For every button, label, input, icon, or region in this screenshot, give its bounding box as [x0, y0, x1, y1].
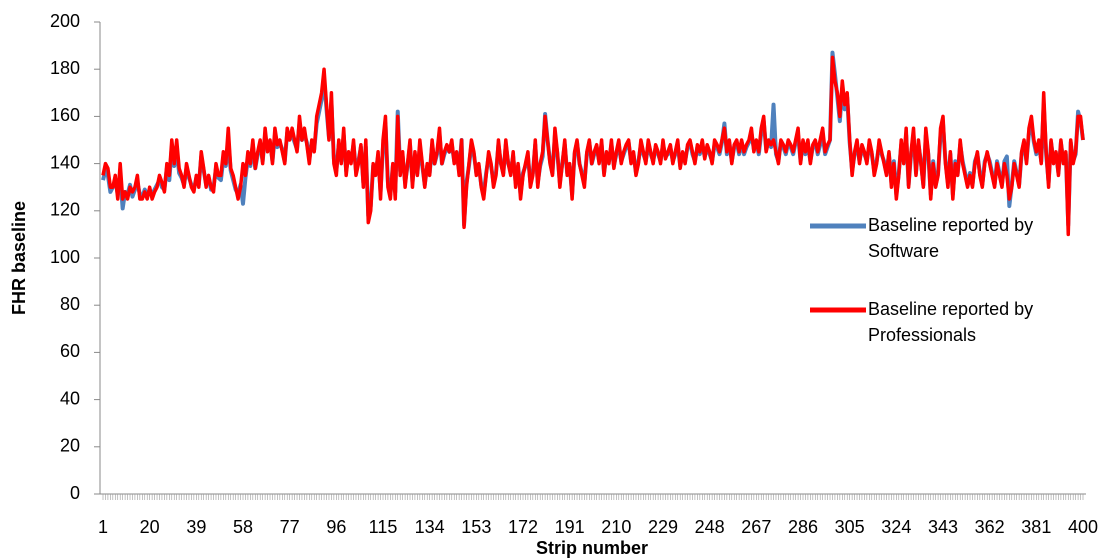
- line-series: [101, 55, 1085, 237]
- y-axis-title: FHR baseline: [9, 201, 29, 315]
- x-tick-label: 286: [788, 517, 818, 537]
- x-tick-label: 248: [695, 517, 725, 537]
- x-tick-label: 115: [369, 517, 398, 537]
- x-tick-label: 1: [98, 517, 108, 537]
- x-tick-label: 134: [415, 517, 445, 537]
- x-tick-label: 153: [461, 517, 491, 537]
- legend-label: Baseline reported by Professionals: [868, 299, 1034, 345]
- x-tick-label: 210: [601, 517, 631, 537]
- x-tick-label: 267: [741, 517, 771, 537]
- y-tick-label: 40: [60, 388, 80, 408]
- x-tick-label: 229: [648, 517, 678, 537]
- y-tick-label: 200: [50, 11, 80, 31]
- legend-label: Baseline reported by Software: [868, 215, 1034, 261]
- x-tick-label: 172: [508, 517, 538, 537]
- y-tick-label: 0: [70, 483, 80, 503]
- x-tick-label: 362: [975, 517, 1005, 537]
- y-tick-label: 140: [50, 152, 80, 172]
- x-tick-label: 58: [233, 517, 253, 537]
- y-tick-label: 20: [60, 436, 80, 456]
- y-tick-label: 100: [50, 247, 80, 267]
- x-tick-label: 400: [1068, 517, 1098, 537]
- x-tick-label: 381: [1021, 517, 1051, 537]
- x-tick-label: 39: [186, 517, 206, 537]
- y-tick-label: 160: [50, 105, 80, 125]
- y-tick-label: 120: [50, 200, 80, 220]
- x-tick-label: 191: [555, 517, 585, 537]
- x-tick-label: 305: [835, 517, 865, 537]
- x-tick-label: 96: [326, 517, 346, 537]
- x-tick-label: 324: [881, 517, 911, 537]
- y-tick-label: 80: [60, 294, 80, 314]
- x-axis-title: Strip number: [536, 538, 648, 558]
- line-series: [101, 50, 1085, 227]
- x-tick-label: 343: [928, 517, 958, 537]
- x-tick-label: 77: [280, 517, 300, 537]
- x-tick-label: 20: [140, 517, 160, 537]
- y-tick-label: 180: [50, 58, 80, 78]
- y-tick-label: 60: [60, 341, 80, 361]
